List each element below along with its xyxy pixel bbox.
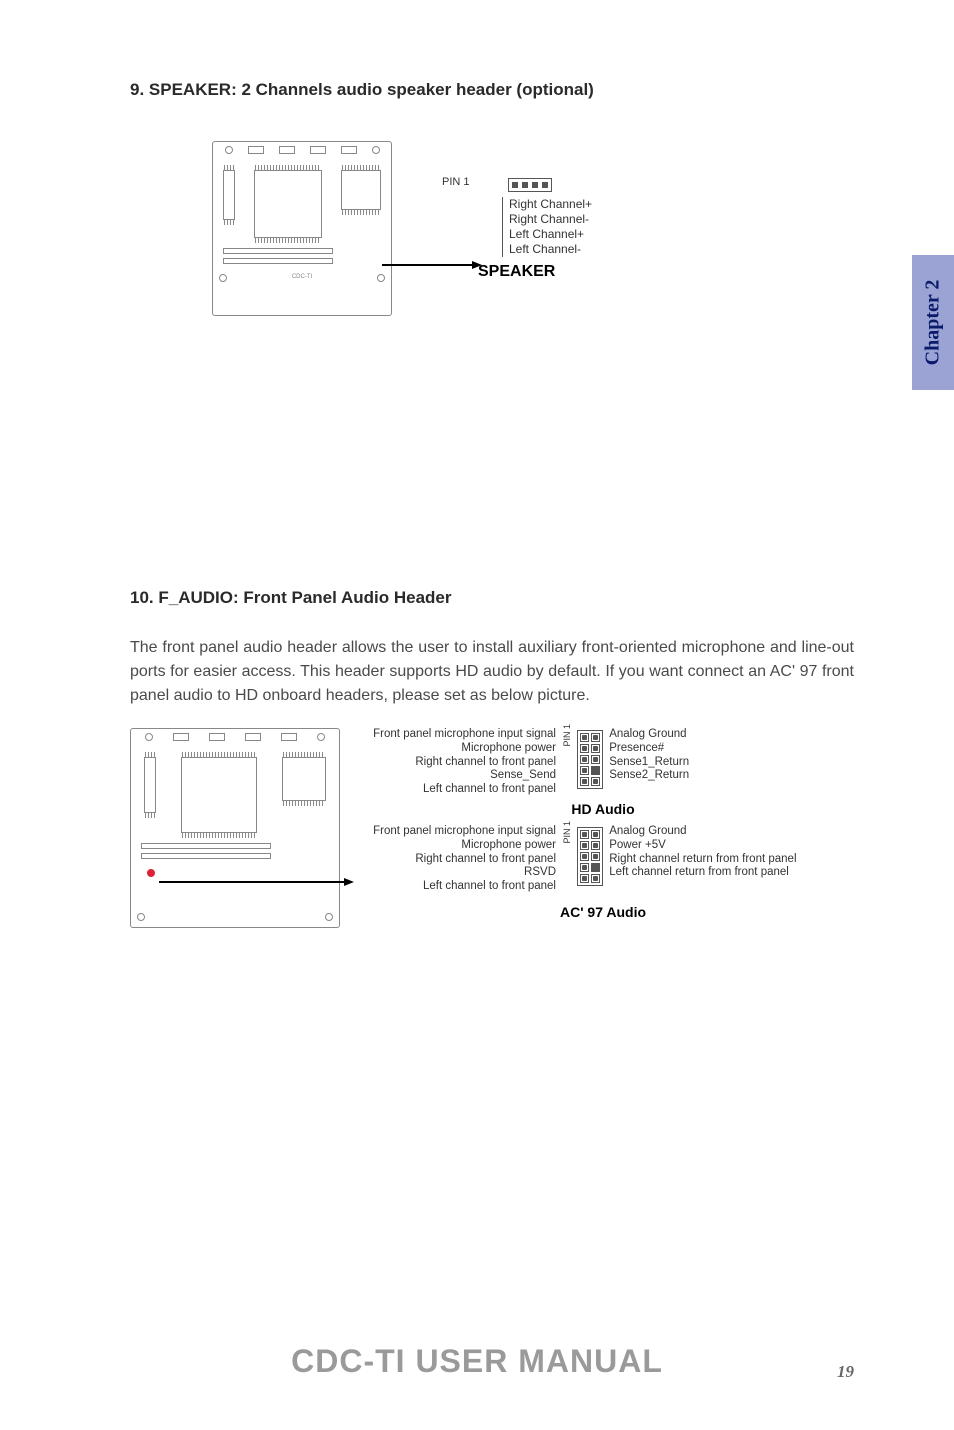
- chapter-tab-label: Chapter 2: [922, 280, 945, 366]
- pin-label: Left channel to front panel: [352, 783, 556, 797]
- pin-label: Microphone power: [352, 839, 556, 853]
- page-content: 9. SPEAKER: 2 Channels audio speaker hea…: [0, 0, 954, 928]
- pin1-label: PIN 1: [562, 724, 572, 747]
- pin-label: Left channel to front panel: [352, 880, 556, 894]
- section-10-paragraph: The front panel audio header allows the …: [130, 636, 854, 708]
- pin1-label: PIN 1: [562, 821, 572, 844]
- speaker-pin-header: [508, 178, 552, 192]
- speaker-diagram: CDC-TI PIN 1 Right Channel+ Right Channe…: [130, 128, 854, 328]
- pin-label: Left channel return from front panel: [609, 866, 796, 880]
- speaker-pin-labels: Right Channel+ Right Channel- Left Chann…: [502, 197, 772, 257]
- speaker-title: SPEAKER: [478, 263, 772, 281]
- hd-audio-header: [577, 730, 603, 789]
- pin-label: Microphone power: [352, 742, 556, 756]
- pin-label: Left Channel-: [509, 242, 772, 257]
- pin-label: Front panel microphone input signal: [352, 825, 556, 839]
- motherboard-illustration-audio: [130, 728, 340, 928]
- pin-label: Right Channel+: [509, 197, 772, 212]
- page-footer: CDC-TI USER MANUAL: [0, 1343, 954, 1380]
- ac97-audio-pinout: Front panel microphone input signal Micr…: [352, 825, 854, 920]
- footer-title: CDC-TI USER MANUAL: [0, 1343, 954, 1380]
- pin-label: Right channel to front panel: [352, 853, 556, 867]
- f-audio-header-marker: [145, 867, 157, 879]
- pin1-label: PIN 1: [442, 175, 470, 189]
- section-10-heading: 10. F_AUDIO: Front Panel Audio Header: [130, 588, 854, 608]
- pin-label: Analog Ground: [609, 825, 796, 839]
- motherboard-illustration: CDC-TI: [212, 141, 392, 316]
- section-9-heading: 9. SPEAKER: 2 Channels audio speaker hea…: [130, 80, 854, 100]
- hd-audio-title: HD Audio: [352, 801, 854, 817]
- pin-label: Sense1_Return: [609, 756, 689, 770]
- pin-label: Left Channel+: [509, 227, 772, 242]
- pin-label: RSVD: [352, 866, 556, 880]
- ac97-audio-title: AC' 97 Audio: [352, 904, 854, 920]
- hd-audio-pinout: Front panel microphone input signal Micr…: [352, 728, 854, 817]
- audio-diagram: Front panel microphone input signal Micr…: [130, 728, 854, 928]
- page-number: 19: [837, 1362, 854, 1382]
- arrow-icon: [382, 260, 482, 270]
- pin-label: Sense2_Return: [609, 769, 689, 783]
- chapter-tab: Chapter 2: [912, 255, 954, 390]
- pin-label: Analog Ground: [609, 728, 689, 742]
- ac97-audio-header: [577, 827, 603, 886]
- pin-label: Right Channel-: [509, 212, 772, 227]
- pin-label: Front panel microphone input signal: [352, 728, 556, 742]
- pin-label: Power +5V: [609, 839, 796, 853]
- pin-label: Right channel return from front panel: [609, 853, 796, 867]
- arrow-icon: [159, 877, 354, 887]
- pin-label: Right channel to front panel: [352, 756, 556, 770]
- pin-label: Sense_Send: [352, 769, 556, 783]
- pin-label: Presence#: [609, 742, 689, 756]
